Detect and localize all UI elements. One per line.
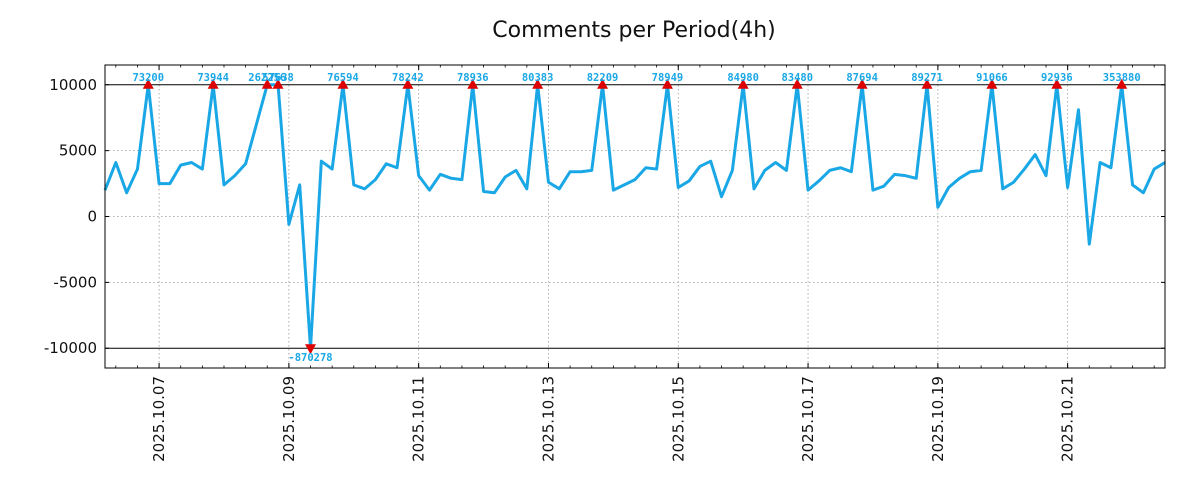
clip-down-marker: [305, 344, 317, 355]
clip-up-marker: [791, 78, 803, 89]
x-tick-label: 2025.10.17: [799, 376, 817, 462]
clip-value-label: 84980: [727, 72, 759, 84]
x-tick-label: 2025.10.07: [150, 376, 168, 462]
clip-value-label: 80383: [522, 72, 554, 84]
x-tick-label: 2025.10.11: [410, 376, 428, 462]
grid: [105, 65, 1165, 368]
clip-value-label: 92936: [1041, 72, 1073, 84]
reference-lines: [105, 84, 1165, 349]
clip-up-marker: [986, 78, 998, 89]
clip-up-marker: [921, 78, 933, 89]
clip-up-marker: [261, 78, 273, 89]
clip-up-marker: [207, 78, 219, 89]
x-tick-label: 2025.10.15: [669, 376, 687, 462]
x-tick-label: 2025.10.19: [929, 376, 947, 462]
clip-up-marker: [737, 78, 749, 89]
chart-title: Comments per Period(4h): [492, 18, 776, 43]
y-tick-label: 5000: [59, 142, 97, 160]
y-tick-label: 10000: [49, 76, 97, 94]
clip-up-marker: [532, 78, 544, 89]
clip-value-label: 73944: [197, 72, 229, 84]
clip-up-marker: [661, 78, 673, 89]
y-axis-ticks: 10000 5000 0 -5000 -10000: [44, 76, 1165, 357]
clip-up-marker: [1051, 78, 1063, 89]
clip-value-label: 76594: [327, 72, 359, 84]
clip-up-marker: [402, 78, 414, 89]
clip-up-marker: [597, 78, 609, 89]
y-tick-label: -10000: [44, 339, 97, 357]
clip-value-label: 89271: [911, 72, 943, 84]
clip-value-label: 87694: [846, 72, 878, 84]
x-tick-label: 2025.10.13: [539, 376, 557, 462]
clip-value-label: 78949: [652, 72, 684, 84]
x-tick-label: 2025.10.09: [280, 376, 298, 462]
clip-up-marker: [142, 78, 154, 89]
clip-value-label: 353880: [1103, 72, 1141, 84]
clip-up-marker: [467, 78, 479, 89]
y-tick-label: 0: [87, 208, 97, 226]
series-layer: [103, 83, 1166, 350]
y-tick-label: -5000: [53, 273, 97, 291]
clip-up-marker: [1116, 78, 1128, 89]
clip-up-marker: [272, 78, 284, 89]
clip-value-label: 83480: [781, 72, 813, 84]
clip-value-label: 91066: [976, 72, 1008, 84]
series-line: [103, 83, 1166, 350]
x-axis-ticks: 2025.10.07 2025.10.09 2025.10.11 2025.10.13…: [115, 65, 1155, 462]
clip-value-label: 262256: [248, 72, 286, 84]
clip-value-label: 73200: [132, 72, 164, 84]
clip-up-marker: [337, 78, 349, 89]
clip-value-label: 78242: [392, 72, 424, 84]
clip-value-label: -870278: [288, 352, 332, 364]
clip-value-label: 57638: [262, 72, 294, 84]
clip-value-label: 82209: [587, 72, 619, 84]
clip-value-label: 78936: [457, 72, 489, 84]
clip-markers: [142, 78, 1128, 355]
x-tick-label: 2025.10.21: [1059, 376, 1077, 462]
clip-up-marker: [856, 78, 868, 89]
